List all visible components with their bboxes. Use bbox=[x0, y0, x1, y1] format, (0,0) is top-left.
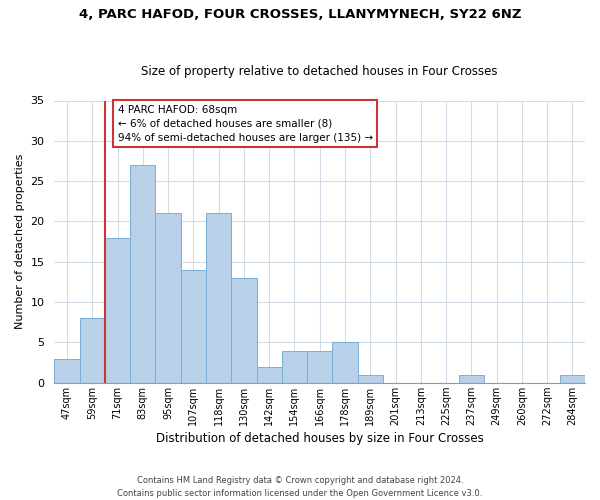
Bar bbox=[105, 238, 130, 383]
Title: Size of property relative to detached houses in Four Crosses: Size of property relative to detached ho… bbox=[142, 66, 498, 78]
Y-axis label: Number of detached properties: Number of detached properties bbox=[15, 154, 25, 330]
Bar bbox=[358, 374, 383, 383]
X-axis label: Distribution of detached houses by size in Four Crosses: Distribution of detached houses by size … bbox=[156, 432, 484, 445]
Bar bbox=[257, 366, 282, 383]
Bar bbox=[282, 350, 307, 383]
Text: Contains HM Land Registry data © Crown copyright and database right 2024.
Contai: Contains HM Land Registry data © Crown c… bbox=[118, 476, 482, 498]
Bar bbox=[155, 214, 181, 383]
Bar bbox=[560, 374, 585, 383]
Bar bbox=[231, 278, 257, 383]
Text: 4 PARC HAFOD: 68sqm
← 6% of detached houses are smaller (8)
94% of semi-detached: 4 PARC HAFOD: 68sqm ← 6% of detached hou… bbox=[118, 104, 373, 144]
Bar bbox=[458, 374, 484, 383]
Bar bbox=[55, 358, 80, 383]
Bar bbox=[130, 165, 155, 383]
Bar bbox=[307, 350, 332, 383]
Bar bbox=[206, 214, 231, 383]
Text: 4, PARC HAFOD, FOUR CROSSES, LLANYMYNECH, SY22 6NZ: 4, PARC HAFOD, FOUR CROSSES, LLANYMYNECH… bbox=[79, 8, 521, 20]
Bar bbox=[181, 270, 206, 383]
Bar bbox=[332, 342, 358, 383]
Bar bbox=[80, 318, 105, 383]
